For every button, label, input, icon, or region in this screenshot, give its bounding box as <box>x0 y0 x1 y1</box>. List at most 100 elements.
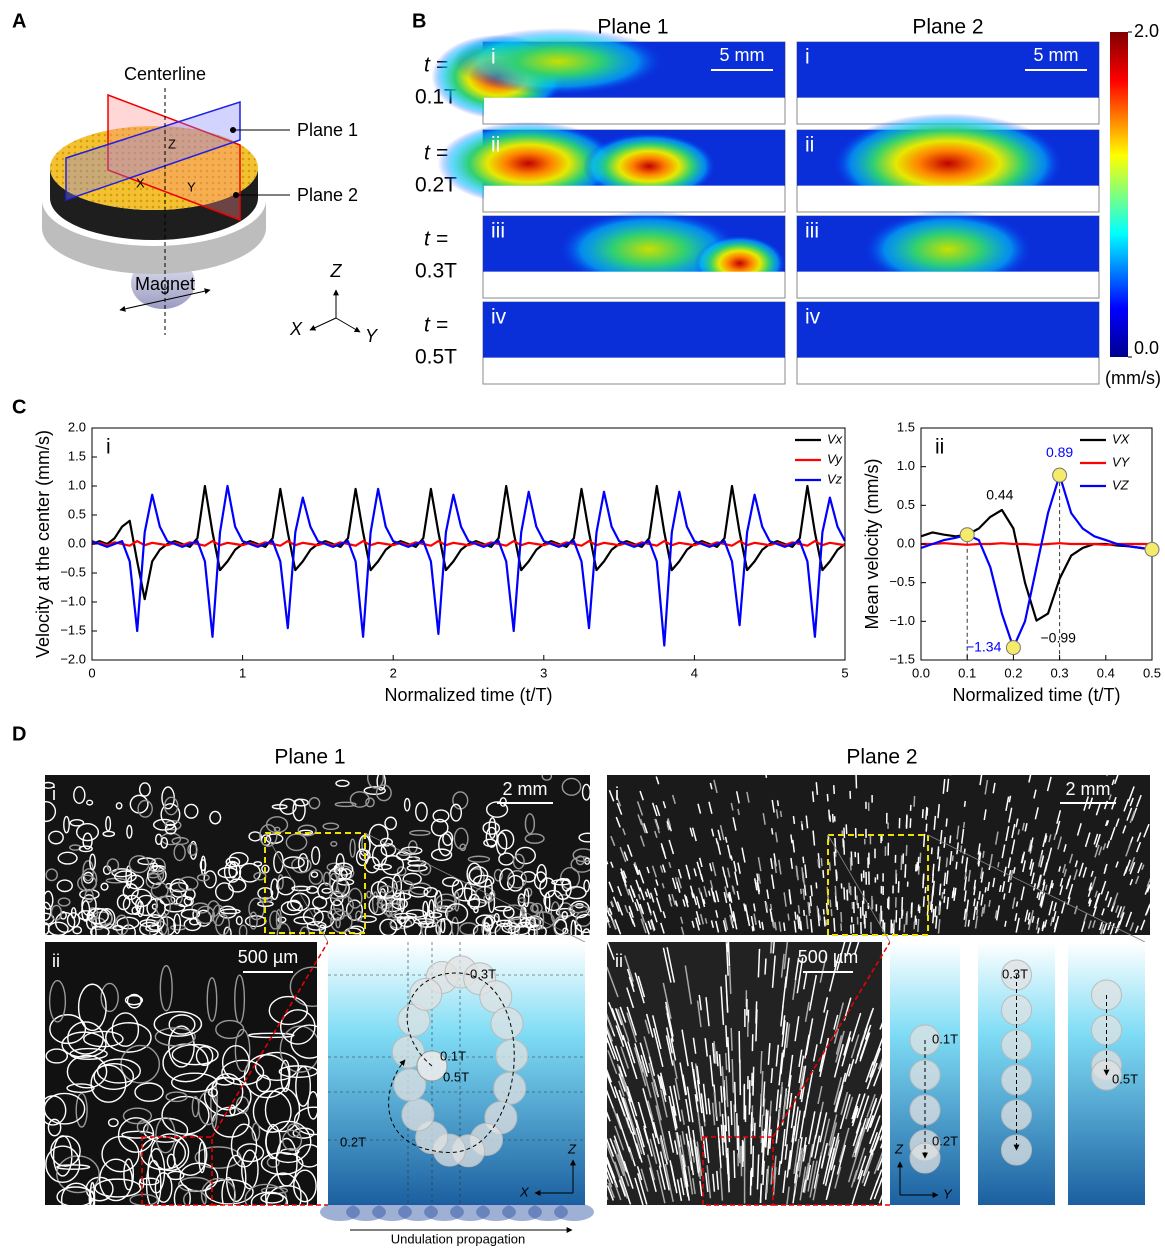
panel-numeral: i <box>491 46 496 69</box>
y-tick-label: −1.0 <box>889 613 915 628</box>
x-tick-label: 2 <box>390 665 397 680</box>
y-tick-label: −2.0 <box>60 651 86 666</box>
figure: A Centerline Plane 1 Plane 2 Magnet Z X … <box>0 0 1165 1248</box>
wall <box>484 98 784 123</box>
particle-streak <box>734 1150 735 1178</box>
particle-streak <box>841 912 842 922</box>
legend-label: Vz <box>827 471 843 486</box>
particle-streak <box>932 848 933 855</box>
wall <box>798 186 1098 211</box>
marker <box>1006 641 1020 655</box>
legend-label: VZ <box>1112 477 1130 492</box>
particle-streak <box>918 919 919 932</box>
plane-1-label: Plane 1 <box>297 120 358 140</box>
particle-streak <box>752 926 753 931</box>
particle-streak <box>944 837 945 848</box>
particle-streak <box>772 828 773 834</box>
particle-streak <box>753 1067 754 1096</box>
centerline-label: Centerline <box>124 64 206 84</box>
particle-streak <box>781 811 782 817</box>
particle-streak <box>824 917 825 927</box>
legend-label: Vx <box>827 431 843 446</box>
particle-streak <box>817 906 818 913</box>
annotation: −0.99 <box>1041 629 1077 645</box>
axis-arrow <box>336 318 360 332</box>
x-tick-label: 0.0 <box>912 665 930 680</box>
particle-streak <box>818 859 819 867</box>
particle-streak <box>923 874 924 889</box>
panel-numeral: i <box>615 784 619 804</box>
particle-streak <box>955 888 956 896</box>
panel-numeral: i <box>52 784 56 804</box>
y-tick-label: −0.5 <box>889 574 915 589</box>
particle-streak <box>766 902 767 909</box>
particle-streak <box>803 857 804 864</box>
panel-numeral: ii <box>52 951 60 971</box>
particle-streak <box>850 857 851 870</box>
particle-streak <box>731 1101 732 1125</box>
axis-label: Z <box>567 1141 577 1156</box>
x-tick-label: 4 <box>691 665 698 680</box>
particle-streak <box>917 862 918 871</box>
panel-label: B <box>412 10 426 32</box>
particle-streak <box>795 912 796 920</box>
x-tick-label: 0.5 <box>1143 665 1161 680</box>
particle-streak <box>778 800 779 806</box>
magnet-label: Magnet <box>135 274 195 294</box>
particle-streak <box>946 818 947 826</box>
x-tick-label: 0.3 <box>1051 665 1069 680</box>
particle-streak <box>914 796 915 807</box>
particle-streak <box>950 835 951 843</box>
particle <box>402 1099 434 1131</box>
panel-numeral: ii <box>491 134 500 157</box>
y-axis-title: Mean velocity (mm/s) <box>862 458 882 629</box>
particle-streak <box>998 862 999 867</box>
wall <box>484 272 784 297</box>
y-tick-label: −1.0 <box>60 593 86 608</box>
axis-label: Y <box>365 326 379 346</box>
particle-streak <box>952 855 953 861</box>
y-tick-label: −0.5 <box>60 564 86 579</box>
particle-streak <box>907 816 908 829</box>
axis-label: Z <box>168 136 176 151</box>
particle-streak <box>964 822 965 828</box>
particle-streak <box>802 873 803 881</box>
y-tick-label: 0.5 <box>68 506 86 521</box>
particle-streak <box>810 896 811 906</box>
y-tick-label: 1.5 <box>897 419 915 434</box>
particle-streak <box>827 794 828 801</box>
particle-streak <box>599 1019 609 1043</box>
particle <box>410 978 442 1010</box>
row-label: 0.3T <box>415 260 457 283</box>
legend-label: VX <box>1112 431 1131 446</box>
axis-label: X <box>289 319 303 339</box>
particle-streak <box>901 855 902 870</box>
x-tick-label: 0 <box>88 665 95 680</box>
particle-streak <box>985 887 986 892</box>
particle-streak <box>813 791 814 802</box>
time-label: 0.3T <box>1002 966 1028 981</box>
scale-label: 500 µm <box>798 947 858 967</box>
colorbar-label: 2.0 <box>1134 21 1159 41</box>
particle-streak <box>837 901 838 910</box>
particle-streak <box>931 901 932 909</box>
particle-streak <box>920 853 921 863</box>
time-label: 0.2T <box>340 1134 366 1149</box>
particle <box>496 1039 528 1071</box>
particle <box>494 1072 526 1104</box>
panel-numeral: iv <box>491 306 507 329</box>
annotation: −1.34 <box>966 638 1002 654</box>
particle-streak <box>926 824 927 832</box>
particle-streak <box>974 899 975 907</box>
particle-streak <box>923 809 924 818</box>
particle-streak <box>726 1053 727 1070</box>
x-tick-label: 3 <box>540 665 547 680</box>
particle-streak <box>942 892 943 899</box>
particle-streak <box>798 905 799 913</box>
particle-streak <box>1016 901 1017 906</box>
x-axis-title: Normalized time (t/T) <box>384 685 552 705</box>
particle-streak <box>737 1113 738 1150</box>
particle-streak <box>939 905 940 914</box>
time-label: 0.5T <box>443 1069 469 1084</box>
particle-streak <box>983 851 984 858</box>
